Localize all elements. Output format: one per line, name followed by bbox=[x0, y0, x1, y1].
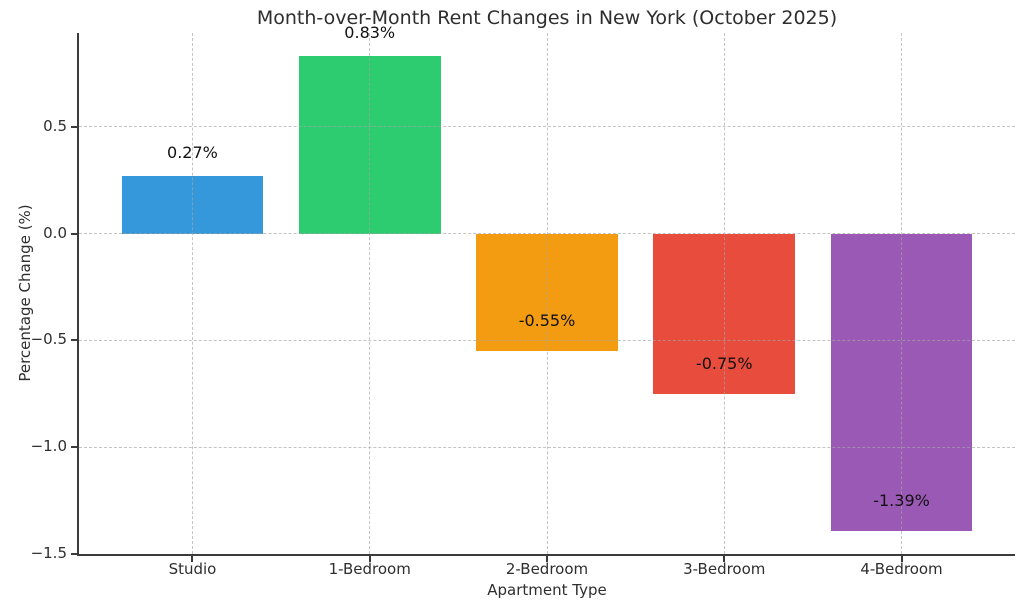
y-tick-label-3: −1.0 bbox=[30, 437, 67, 456]
v-gridline-3-bedroom bbox=[723, 33, 725, 554]
y-tick-mark-3 bbox=[71, 446, 77, 449]
y-tick-mark-2 bbox=[71, 339, 77, 342]
x-tick-label-4-bedroom: 4-Bedroom bbox=[860, 560, 943, 578]
y-tick-label-0: 0.5 bbox=[43, 116, 67, 135]
bar-value-label-3-bedroom: -0.75% bbox=[695, 353, 753, 373]
x-tick-mark-4-bedroom bbox=[900, 556, 903, 562]
y-tick-mark-0 bbox=[71, 125, 77, 128]
bar-value-label-1-bedroom: 0.83% bbox=[344, 23, 396, 43]
v-gridline-studio bbox=[191, 33, 193, 554]
x-axis-title: Apartment Type bbox=[487, 581, 607, 599]
bar-value-label-2-bedroom: -0.55% bbox=[518, 311, 576, 331]
y-tick-mark-4 bbox=[71, 553, 77, 555]
y-axis-title: Percentage Change (%) bbox=[16, 204, 34, 382]
bar-value-label-4-bedroom: -1.39% bbox=[873, 490, 930, 510]
x-tick-label-studio: Studio bbox=[168, 560, 217, 578]
y-tick-mark-1 bbox=[71, 232, 77, 235]
x-tick-mark-2-bedroom bbox=[546, 556, 548, 562]
y-tick-label-1: 0.0 bbox=[43, 223, 67, 242]
x-tick-label-1-bedroom: 1-Bedroom bbox=[328, 560, 411, 578]
y-tick-label-4: −1.5 bbox=[30, 544, 67, 562]
v-gridline-2-bedroom bbox=[546, 33, 548, 554]
bar-value-label-studio: 0.27% bbox=[167, 143, 218, 163]
v-gridline-4-bedroom bbox=[901, 33, 903, 554]
x-tick-mark-1-bedroom bbox=[368, 556, 371, 562]
v-gridline-1-bedroom bbox=[369, 33, 371, 554]
x-tick-label-2-bedroom: 2-Bedroom bbox=[505, 560, 589, 578]
y-axis-spine bbox=[77, 33, 79, 556]
x-axis-spine bbox=[77, 554, 1015, 556]
x-tick-mark-3-bedroom bbox=[723, 556, 726, 562]
y-tick-label-2: −0.5 bbox=[30, 330, 67, 349]
x-tick-label-3-bedroom: 3-Bedroom bbox=[683, 560, 766, 578]
chart-title: Month-over-Month Rent Changes in New Yor… bbox=[256, 7, 838, 29]
x-tick-mark-studio bbox=[191, 556, 194, 562]
